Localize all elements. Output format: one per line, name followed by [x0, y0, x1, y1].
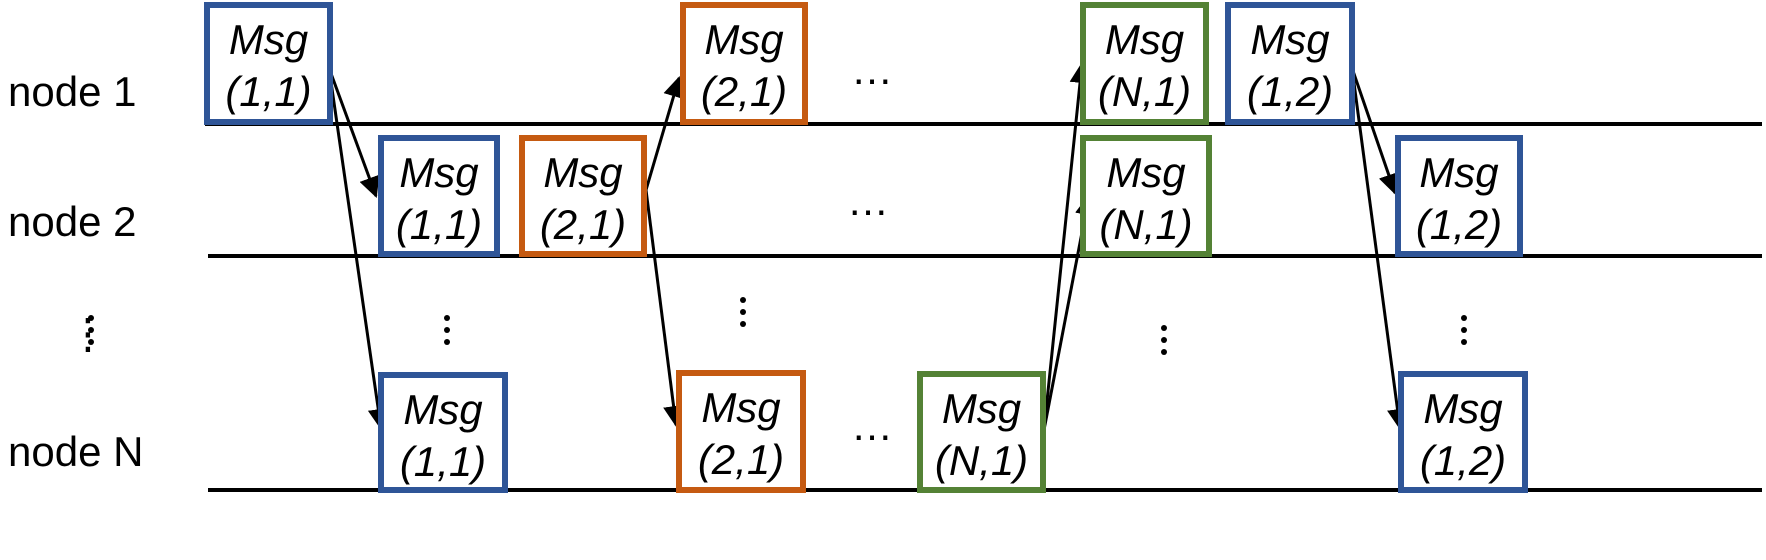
message-boxes-layer: Msg (1,1) Msg (1,1) Msg (1,1) Msg (2,1) Msg (2,1)…	[204, 2, 1528, 493]
message-title: Msg	[1423, 385, 1502, 432]
message-box-frame	[1225, 2, 1355, 125]
message-title: Msg	[942, 385, 1021, 432]
vertical-dot	[1161, 337, 1167, 343]
message-box-frame	[1395, 135, 1523, 257]
arrow-m4-to-m5	[644, 75, 684, 191]
message-title: Msg	[1105, 16, 1184, 63]
vertical-dot	[740, 297, 746, 303]
message-index: (N,1)	[935, 437, 1028, 484]
ellipsis-node-2: …	[847, 177, 889, 224]
ellipsis-node-N: …	[851, 402, 893, 449]
message-index: (1,2)	[1247, 68, 1333, 115]
message-index: (N,1)	[1099, 201, 1192, 248]
arrow-m4-to-m6	[644, 189, 685, 428]
message-index: (1,1)	[225, 68, 311, 115]
message-box-m10: Msg (1,2)	[1225, 2, 1355, 125]
message-title: Msg	[701, 384, 780, 431]
message-box-m2: Msg (1,1)	[378, 135, 500, 257]
node-label-1: node 1	[8, 68, 136, 115]
message-box-m5: Msg (2,1)	[680, 2, 808, 125]
vertical-ellipsis-4	[1161, 325, 1167, 355]
arrow-m10-to-m12	[1350, 67, 1408, 431]
message-box-m8: Msg (N,1)	[1080, 2, 1209, 125]
message-title: Msg	[704, 16, 783, 63]
vertical-dot	[88, 315, 94, 321]
vertical-ellipsis-3	[740, 297, 746, 327]
node-label-dots: ⋮	[67, 310, 109, 357]
message-title: Msg	[403, 386, 482, 433]
message-box-m6: Msg (2,1)	[676, 370, 806, 493]
ellipsis-node-1: …	[851, 46, 893, 93]
message-box-m1: Msg (1,1)	[204, 2, 333, 125]
arrow-m1-to-m2	[327, 67, 380, 198]
message-box-m12: Msg (1,2)	[1398, 371, 1528, 493]
message-box-frame	[1080, 135, 1212, 257]
message-box-frame	[519, 135, 647, 257]
vertical-dot	[88, 339, 94, 345]
message-index: (N,1)	[1098, 68, 1191, 115]
vertical-dot	[88, 327, 94, 333]
message-title: Msg	[1419, 149, 1498, 196]
message-title: Msg	[229, 16, 308, 63]
message-title: Msg	[543, 149, 622, 196]
message-box-m7: Msg (N,1)	[917, 371, 1046, 493]
message-box-m3: Msg (1,1)	[378, 372, 508, 493]
message-index: (1,1)	[396, 201, 482, 248]
arrow-m1-to-m3	[327, 67, 389, 431]
message-box-frame	[378, 372, 508, 493]
message-title: Msg	[1250, 16, 1329, 63]
vertical-dot	[1161, 325, 1167, 331]
vertical-dot	[1461, 339, 1467, 345]
message-box-frame	[1398, 371, 1528, 493]
message-index: (2,1)	[540, 201, 626, 248]
message-box-frame	[676, 370, 806, 493]
message-index: (2,1)	[701, 68, 787, 115]
message-index: (2,1)	[698, 436, 784, 483]
message-index: (1,2)	[1420, 437, 1506, 484]
vertical-dot	[444, 339, 450, 345]
vertical-dot	[740, 321, 746, 327]
vertical-ellipsis-2	[444, 315, 450, 345]
node-label-N: node N	[8, 428, 143, 475]
message-title: Msg	[399, 149, 478, 196]
message-title: Msg	[1106, 149, 1185, 196]
vertical-ellipsis-5	[1461, 315, 1467, 345]
vertical-dot	[1461, 315, 1467, 321]
message-box-frame	[680, 2, 808, 125]
message-box-frame	[378, 135, 500, 257]
message-box-m4: Msg (2,1)	[519, 135, 647, 257]
message-box-m9: Msg (N,1)	[1080, 135, 1212, 257]
message-box-frame	[1080, 2, 1209, 125]
message-index: (1,2)	[1416, 201, 1502, 248]
vertical-dot	[444, 315, 450, 321]
vertical-ellipsis-1	[88, 315, 94, 345]
arrow-m10-to-m11	[1350, 67, 1399, 195]
vertical-dot	[740, 309, 746, 315]
message-box-frame	[917, 371, 1046, 493]
arrow-m7-to-m8	[1042, 61, 1091, 431]
vertical-dots-layer	[88, 297, 1467, 355]
vertical-dot	[1161, 349, 1167, 355]
vertical-dot	[444, 327, 450, 333]
message-box-frame	[204, 2, 333, 125]
message-box-m11: Msg (1,2)	[1395, 135, 1523, 257]
node-label-2: node 2	[8, 198, 136, 245]
vertical-dot	[1461, 327, 1467, 333]
message-index: (1,1)	[400, 438, 486, 485]
